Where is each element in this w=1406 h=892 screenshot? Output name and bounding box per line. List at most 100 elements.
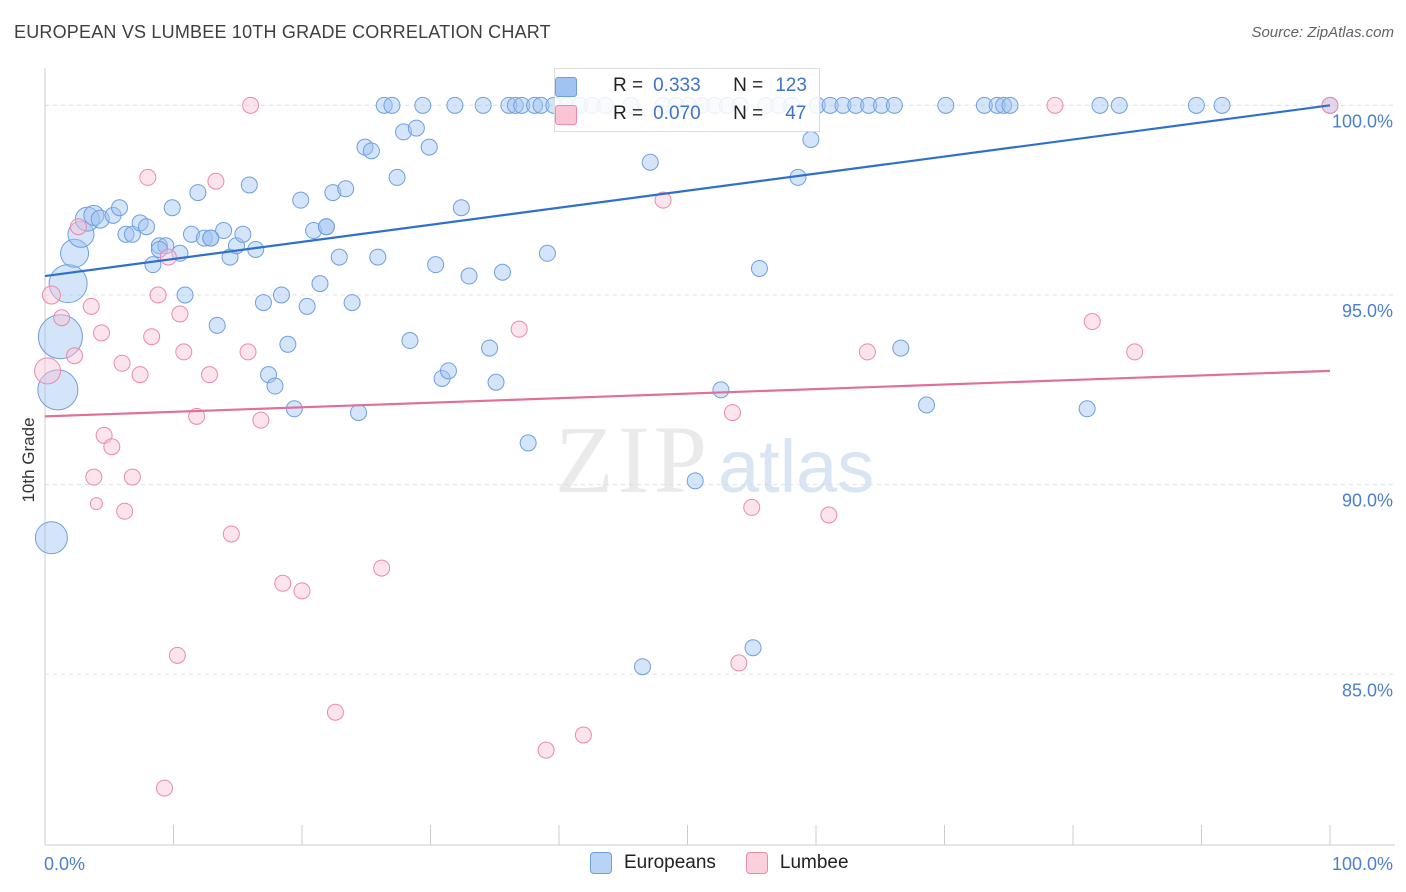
european-point xyxy=(506,96,524,114)
european-point xyxy=(1187,96,1205,114)
european-point xyxy=(744,639,762,657)
watermark-atlas: atlas xyxy=(718,425,874,508)
european-point xyxy=(493,263,511,281)
european-point xyxy=(885,96,903,114)
lumbee-point xyxy=(858,343,876,361)
legend-label-lumbee: Lumbee xyxy=(779,852,849,873)
y-axis-label: 10th Grade xyxy=(19,417,38,502)
lumbee-point xyxy=(41,285,61,305)
y-tick-label: 90.0% xyxy=(1342,491,1393,511)
european-point xyxy=(1213,96,1231,114)
european-point xyxy=(195,229,213,247)
european-point xyxy=(439,362,457,380)
series-legend: Europeans Lumbee xyxy=(590,852,879,874)
european-point xyxy=(272,286,290,304)
legend-swatch-europeans xyxy=(590,852,612,874)
chart-title: EUROPEAN VS LUMBEE 10TH GRADE CORRELATIO… xyxy=(14,22,551,42)
lumbee-point xyxy=(69,218,87,236)
n-value: 47 xyxy=(785,103,807,124)
lumbee-point xyxy=(1046,96,1064,114)
european-point xyxy=(500,96,518,114)
lumbee-point xyxy=(1083,313,1101,331)
european-point xyxy=(111,199,129,217)
lumbee-point xyxy=(200,366,218,384)
lumbee-point xyxy=(293,582,311,600)
lumbee-point xyxy=(188,407,206,425)
lumbee-point xyxy=(730,654,748,672)
lumbee-point xyxy=(66,347,84,365)
european-point xyxy=(150,237,168,255)
european-point xyxy=(834,96,852,114)
lumbee-point xyxy=(222,525,240,543)
european-point xyxy=(641,153,659,171)
european-point xyxy=(324,184,342,202)
european-point xyxy=(988,96,1006,114)
lumbee-point xyxy=(113,354,131,372)
european-point xyxy=(138,218,156,236)
european-point xyxy=(519,434,537,452)
european-point xyxy=(873,96,891,114)
european-point xyxy=(215,222,233,240)
legend-row-europeans: R = 0.333 N = 123 xyxy=(555,73,807,99)
lumbee-point xyxy=(159,248,177,266)
european-point xyxy=(144,256,162,274)
lumbee-point xyxy=(326,703,344,721)
european-point xyxy=(343,294,361,312)
european-point xyxy=(892,339,910,357)
lumbee-point xyxy=(537,741,555,759)
r-value: 0.070 xyxy=(653,103,701,124)
lumbee-point xyxy=(34,357,62,385)
legend-label-europeans: Europeans xyxy=(624,852,716,873)
european-point xyxy=(189,184,207,202)
european-point xyxy=(60,238,90,268)
lumbee-point xyxy=(175,343,193,361)
r-label: R = xyxy=(613,75,644,96)
european-point xyxy=(420,138,438,156)
r-value: 0.333 xyxy=(653,75,701,96)
lumbee-point xyxy=(103,438,121,456)
european-point xyxy=(279,335,297,353)
european-point xyxy=(330,248,348,266)
lumbee-point xyxy=(143,328,161,346)
european-point xyxy=(305,222,323,240)
lumbee-point xyxy=(242,96,260,114)
legend-swatch-europeans xyxy=(555,77,577,97)
european-point xyxy=(117,225,135,243)
y-tick-label: 95.0% xyxy=(1342,301,1393,321)
european-point xyxy=(526,96,544,114)
european-point xyxy=(254,294,272,312)
european-point xyxy=(1110,96,1128,114)
european-point xyxy=(176,286,194,304)
n-label: N = xyxy=(733,75,764,96)
european-point xyxy=(750,259,768,277)
european-point xyxy=(446,96,464,114)
correlation-legend: R = 0.333 N = 123 R = 0.070 N = 47 xyxy=(554,68,820,132)
r-label: R = xyxy=(613,103,644,124)
european-point xyxy=(395,123,413,141)
european-point xyxy=(202,229,220,247)
lumbee-trend-line xyxy=(44,369,1331,418)
lumbee-point xyxy=(131,366,149,384)
european-point xyxy=(37,369,79,411)
european-point xyxy=(487,373,505,391)
n-value: 123 xyxy=(775,75,807,96)
european-point xyxy=(802,130,820,148)
european-point xyxy=(182,225,200,243)
lumbee-point xyxy=(252,411,270,429)
european-point xyxy=(317,218,335,236)
european-point xyxy=(1078,400,1096,418)
lumbee-point xyxy=(1126,343,1144,361)
y-tick-label: 85.0% xyxy=(1342,680,1393,700)
european-point xyxy=(474,96,492,114)
european-point xyxy=(1001,96,1019,114)
european-point xyxy=(407,119,425,137)
european-point xyxy=(937,96,955,114)
european-point xyxy=(847,96,865,114)
european-point xyxy=(37,314,83,360)
lumbee-point xyxy=(149,286,167,304)
lumbee-point xyxy=(93,324,111,342)
european-point xyxy=(240,176,258,194)
lumbee-point xyxy=(574,726,592,744)
lumbee-point xyxy=(207,172,225,190)
